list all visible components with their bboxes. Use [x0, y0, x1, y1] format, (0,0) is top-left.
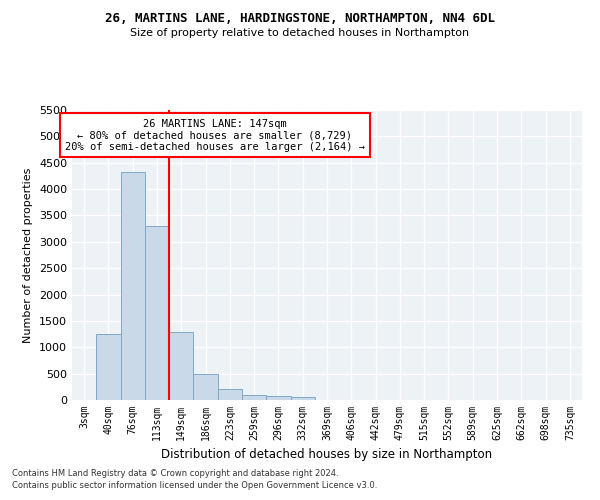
Text: Contains public sector information licensed under the Open Government Licence v3: Contains public sector information licen…	[12, 481, 377, 490]
Bar	[121, 172, 145, 400]
Bar	[193, 374, 218, 400]
Bar	[145, 226, 169, 400]
Bar	[290, 397, 315, 400]
Text: Contains HM Land Registry data © Crown copyright and database right 2024.: Contains HM Land Registry data © Crown c…	[12, 468, 338, 477]
Bar	[169, 332, 193, 400]
Text: Size of property relative to detached houses in Northampton: Size of property relative to detached ho…	[130, 28, 470, 38]
Text: 26, MARTINS LANE, HARDINGSTONE, NORTHAMPTON, NN4 6DL: 26, MARTINS LANE, HARDINGSTONE, NORTHAMP…	[105, 12, 495, 26]
Y-axis label: Number of detached properties: Number of detached properties	[23, 168, 34, 342]
Text: 26 MARTINS LANE: 147sqm
← 80% of detached houses are smaller (8,729)
20% of semi: 26 MARTINS LANE: 147sqm ← 80% of detache…	[65, 118, 365, 152]
Bar	[242, 396, 266, 400]
Bar	[218, 389, 242, 400]
Bar	[266, 396, 290, 400]
X-axis label: Distribution of detached houses by size in Northampton: Distribution of detached houses by size …	[161, 448, 493, 462]
Bar	[96, 334, 121, 400]
